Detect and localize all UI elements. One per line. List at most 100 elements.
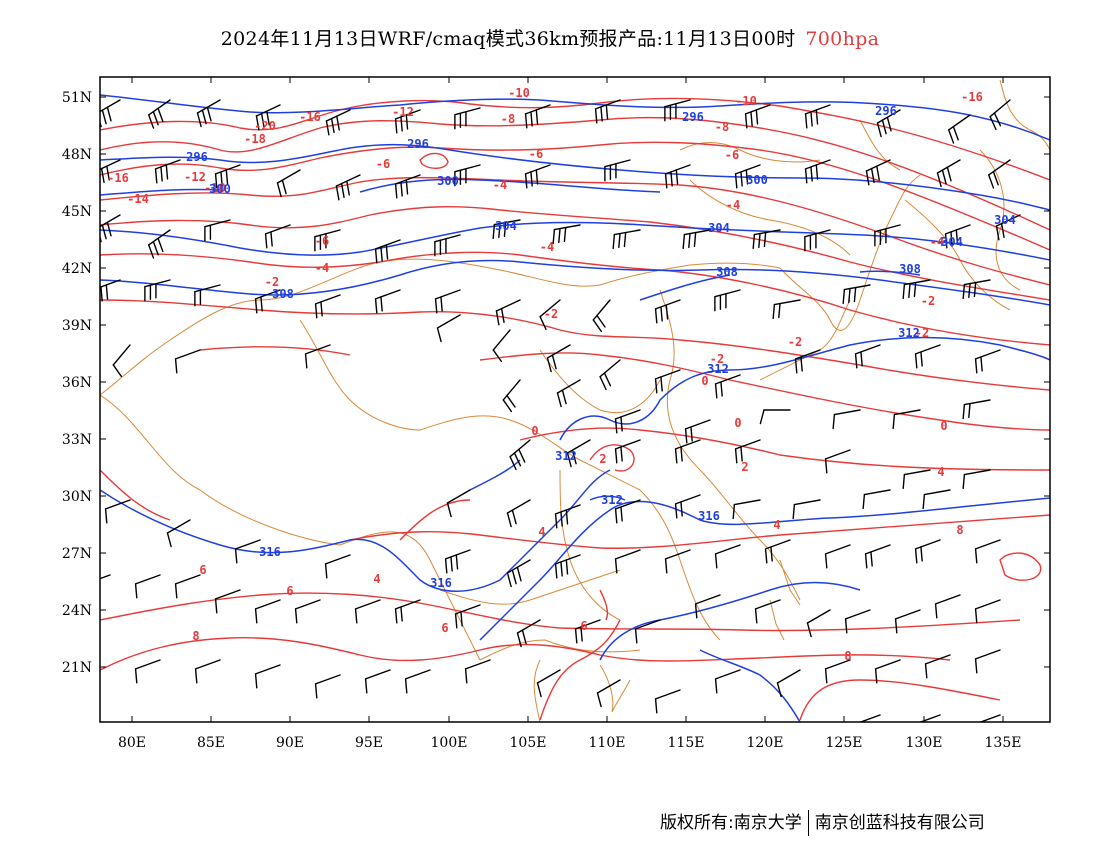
temperature-label: -2 — [921, 294, 935, 308]
wind-barb — [524, 164, 551, 189]
temperature-label: -10 — [735, 94, 757, 108]
wind-barb — [100, 99, 121, 128]
wind-barb — [434, 289, 461, 314]
wind-barb — [314, 229, 341, 252]
wind-barb — [546, 344, 571, 373]
temperature-label: 8 — [956, 523, 963, 537]
wind-barb — [112, 344, 131, 378]
height-label: 304 — [708, 221, 730, 235]
wind-barb — [759, 409, 791, 425]
height-contour — [100, 469, 611, 592]
lon-tick-label: 130E — [906, 735, 943, 751]
height-label: 312 — [898, 326, 920, 340]
title-level: 700hpa — [805, 28, 880, 50]
temperature-label: 6 — [441, 621, 448, 635]
temperature-contour — [100, 637, 951, 671]
wind-barb — [134, 574, 161, 599]
temperature-label: 8 — [844, 649, 851, 663]
temperature-contour — [100, 141, 1050, 251]
border-line — [999, 79, 1050, 151]
lat-tick-label: 39N — [62, 318, 92, 334]
height-contour — [699, 649, 801, 722]
wind-barb — [194, 659, 221, 684]
wind-barb — [824, 449, 851, 474]
wind-barb — [536, 669, 561, 698]
wind-barb — [166, 519, 191, 548]
wind-barb — [404, 669, 431, 694]
wind-barb — [948, 114, 971, 144]
lat-tick-label: 21N — [62, 660, 92, 676]
temperature-label: -10 — [508, 86, 530, 100]
wind-barb — [874, 659, 901, 684]
wind-barb — [374, 289, 401, 314]
wind-barbs — [100, 99, 1021, 722]
wind-barb — [634, 619, 661, 644]
temperature-label: 0 — [701, 374, 708, 388]
chart-title: 2024年11月13日WRF/cmaq模式36km预报产品:11月13日00时 7… — [0, 24, 1100, 51]
temperature-label: 4 — [373, 572, 380, 586]
lat-tick-label: 27N — [62, 546, 92, 562]
wind-barb — [204, 219, 231, 242]
wind-barb — [974, 599, 1001, 624]
wind-barb — [824, 659, 851, 684]
wind-barb — [902, 469, 931, 490]
wind-barb — [596, 679, 621, 708]
wind-barb — [492, 219, 521, 240]
wind-barb — [254, 664, 281, 689]
wind-barb — [922, 489, 951, 510]
plot-frame — [99, 76, 1051, 723]
wind-barb — [614, 499, 641, 524]
height-label: 300 — [437, 174, 459, 188]
wind-barb — [566, 439, 591, 468]
height-label: 304 — [941, 235, 963, 249]
wind-barb — [174, 574, 201, 599]
temperature-contour — [399, 444, 635, 541]
lon-tick-label: 135E — [985, 735, 1022, 751]
height-contour — [599, 581, 861, 661]
wind-barb — [674, 494, 701, 519]
height-label: 296 — [682, 110, 704, 124]
wind-barb — [394, 174, 421, 199]
copyright-right: 南京创蓝科技有限公司 — [814, 813, 985, 833]
wind-barb — [824, 544, 851, 569]
wind-barb — [962, 399, 991, 420]
wind-barb — [254, 289, 281, 314]
temperature-label: -4 — [726, 198, 740, 212]
temperature-contour — [100, 299, 1050, 391]
wind-barb — [794, 349, 821, 374]
lon-tick-label: 105E — [510, 735, 547, 751]
lon-tick-label: 90E — [276, 735, 304, 751]
wind-barb — [682, 229, 711, 250]
wind-barb — [764, 539, 791, 564]
temperature-label: -8 — [501, 112, 515, 126]
temperature-contour — [100, 206, 1050, 301]
wind-barb — [552, 224, 581, 245]
wind-barb — [876, 109, 901, 138]
temperature-label: -6 — [315, 234, 329, 248]
border-line — [559, 469, 621, 621]
temperature-label: -4 — [315, 261, 329, 275]
temperature-contour — [539, 619, 621, 721]
wind-barb — [446, 489, 471, 518]
wind-barb — [335, 174, 361, 201]
lon-tick-label: 125E — [826, 735, 863, 751]
border-line — [689, 179, 851, 256]
temperature-label: -18 — [244, 132, 266, 146]
wind-barb — [974, 649, 1001, 674]
wind-barb — [664, 549, 691, 574]
lon-tick-label: 120E — [747, 735, 784, 751]
wind-barb — [714, 669, 741, 694]
height-contours — [100, 94, 1050, 722]
temperature-contour — [100, 469, 609, 621]
wind-barb — [444, 549, 471, 574]
lon-tick-label: 85E — [197, 735, 225, 751]
wind-barb — [842, 284, 871, 305]
temperature-label: 2 — [599, 452, 606, 466]
wind-barb — [174, 349, 201, 374]
wind-barb — [148, 99, 171, 129]
wind-barb — [214, 589, 241, 614]
wind-barb — [804, 159, 831, 184]
border-line — [859, 119, 901, 171]
wind-barb — [276, 169, 301, 198]
